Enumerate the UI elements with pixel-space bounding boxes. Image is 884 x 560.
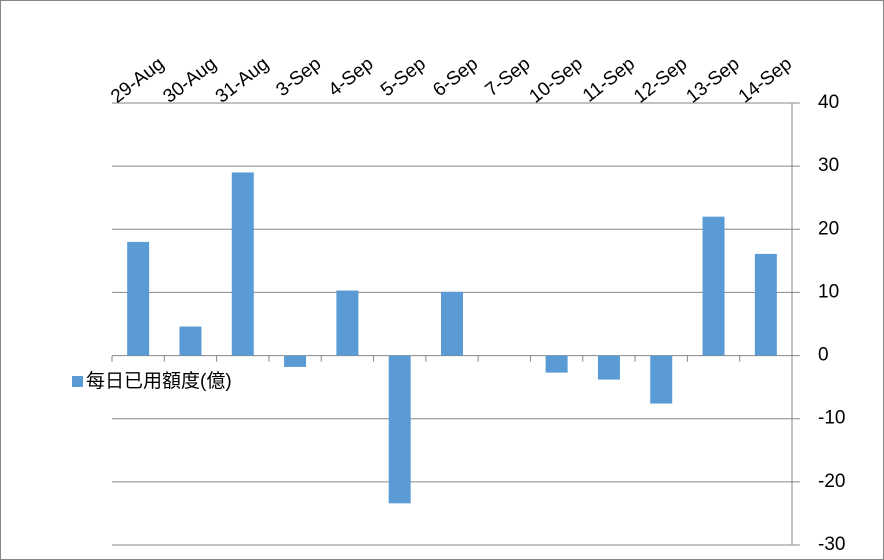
y-tick-label: 10 bbox=[818, 281, 839, 302]
bar bbox=[231, 172, 254, 356]
y-tick-label: 30 bbox=[818, 155, 839, 176]
bar bbox=[597, 355, 620, 380]
y-tick-label: 0 bbox=[818, 345, 829, 366]
y-tick-label: -30 bbox=[818, 534, 845, 555]
y-tick-label: -20 bbox=[818, 471, 845, 492]
bar bbox=[336, 290, 359, 356]
legend-swatch bbox=[72, 376, 83, 387]
legend-label: 每日已用額度(億) bbox=[86, 370, 232, 392]
y-tick-label: 40 bbox=[818, 92, 839, 113]
bar bbox=[388, 355, 411, 504]
bar bbox=[127, 241, 150, 356]
bar bbox=[545, 355, 568, 373]
y-tick-label: -10 bbox=[818, 408, 845, 429]
bar bbox=[179, 326, 202, 356]
y-tick-label: 20 bbox=[818, 218, 839, 239]
bar bbox=[702, 216, 725, 356]
bar bbox=[284, 355, 307, 367]
bar bbox=[754, 253, 777, 356]
bar bbox=[441, 291, 463, 356]
bar bbox=[650, 355, 673, 404]
